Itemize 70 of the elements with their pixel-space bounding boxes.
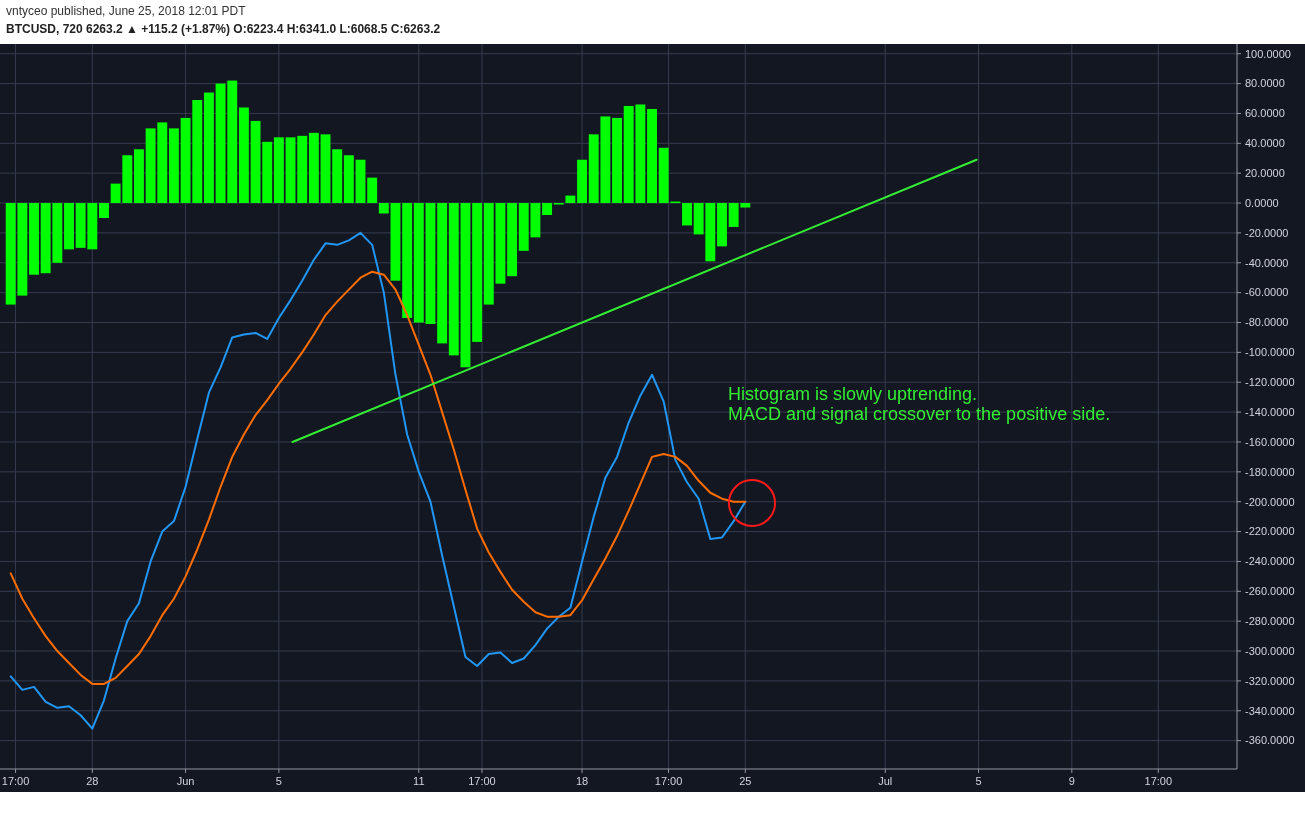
- bar: [717, 203, 727, 247]
- bar: [390, 203, 401, 281]
- bar: [203, 92, 214, 204]
- y-tick-label: 20.0000: [1245, 167, 1285, 180]
- y-tick-label: -280.0000: [1245, 615, 1295, 628]
- bar: [612, 117, 622, 204]
- bar: [565, 195, 576, 204]
- y-tick-label: -80.0000: [1245, 316, 1289, 329]
- bar: [343, 155, 354, 204]
- x-tick-label: 18: [575, 775, 589, 787]
- y-tick-label: -160.0000: [1245, 435, 1295, 448]
- y-tick-label: 0.0000: [1245, 196, 1279, 209]
- x-tick-label: 9: [1068, 775, 1075, 787]
- bar: [238, 107, 249, 204]
- y-tick-label: -220.0000: [1245, 525, 1295, 538]
- bar: [472, 203, 483, 342]
- bar: [273, 137, 284, 204]
- y-tick-label: -360.0000: [1245, 734, 1295, 747]
- bar: [367, 177, 378, 204]
- bar: [168, 128, 179, 204]
- bar: [413, 203, 424, 323]
- bar: [437, 203, 448, 344]
- bar: [134, 149, 144, 204]
- bar: [577, 159, 588, 204]
- x-tick-label: 28: [86, 775, 99, 787]
- y-tick-label: -200.0000: [1245, 495, 1295, 508]
- y-tick-label: -260.0000: [1245, 585, 1295, 598]
- bar: [332, 149, 343, 204]
- chart-subtitle: vntyceo published, June 25, 2018 12:01 PDT: [6, 4, 247, 18]
- x-tick-label: 5: [975, 775, 982, 787]
- bar: [425, 203, 436, 324]
- x-tick-label: Jun: [176, 775, 195, 787]
- y-tick-label: -120.0000: [1245, 376, 1295, 389]
- x-tick-label: 17:00: [1144, 775, 1173, 787]
- y-tick-label: 60.0000: [1245, 107, 1285, 120]
- y-tick-label: -180.0000: [1245, 465, 1295, 478]
- bar: [647, 108, 657, 204]
- bar: [507, 203, 518, 277]
- x-tick-label: 17:00: [468, 775, 496, 787]
- bar: [308, 132, 319, 204]
- y-tick-label: -340.0000: [1245, 704, 1295, 717]
- annotation: MACD and signal crossover to the positive side.: [728, 404, 1111, 424]
- y-tick-label: 40.0000: [1245, 137, 1285, 150]
- bar: [64, 203, 74, 250]
- bar: [99, 203, 109, 218]
- bar: [355, 159, 366, 204]
- y-tick-label: -240.0000: [1245, 555, 1295, 568]
- bar: [682, 203, 692, 226]
- x-tick-label: 25: [739, 775, 752, 787]
- y-tick-label: -20.0000: [1245, 226, 1289, 239]
- bar: [320, 134, 331, 204]
- y-tick-label: -100.0000: [1245, 346, 1295, 359]
- y-tick-label: -300.0000: [1245, 644, 1295, 657]
- annotation: Histogram is slowly uptrending.: [728, 384, 978, 404]
- chart-title: BTCUSD, 720 6263.2 ▲ +115.2 (+1.87%) O:6223.4 H:6341.0 L:6068.5 C:6263.2: [6, 22, 441, 36]
- y-tick-label: -140.0000: [1245, 405, 1295, 418]
- x-tick-label: 5: [275, 775, 282, 787]
- x-tick-label: 17:00: [654, 775, 683, 787]
- y-tick-label: -320.0000: [1245, 674, 1295, 687]
- y-tick-label: 80.0000: [1245, 77, 1285, 90]
- y-tick-label: -60.0000: [1245, 286, 1289, 299]
- bar: [29, 203, 39, 275]
- bar: [542, 203, 553, 215]
- x-tick-label: Jul: [878, 775, 893, 787]
- bar: [378, 203, 389, 214]
- x-tick-label: 11: [413, 775, 425, 787]
- y-tick-label: -40.0000: [1245, 256, 1289, 269]
- x-tick-label: 17:00: [1, 775, 30, 787]
- y-tick-label: 100.0000: [1245, 47, 1291, 60]
- bar: [402, 203, 413, 319]
